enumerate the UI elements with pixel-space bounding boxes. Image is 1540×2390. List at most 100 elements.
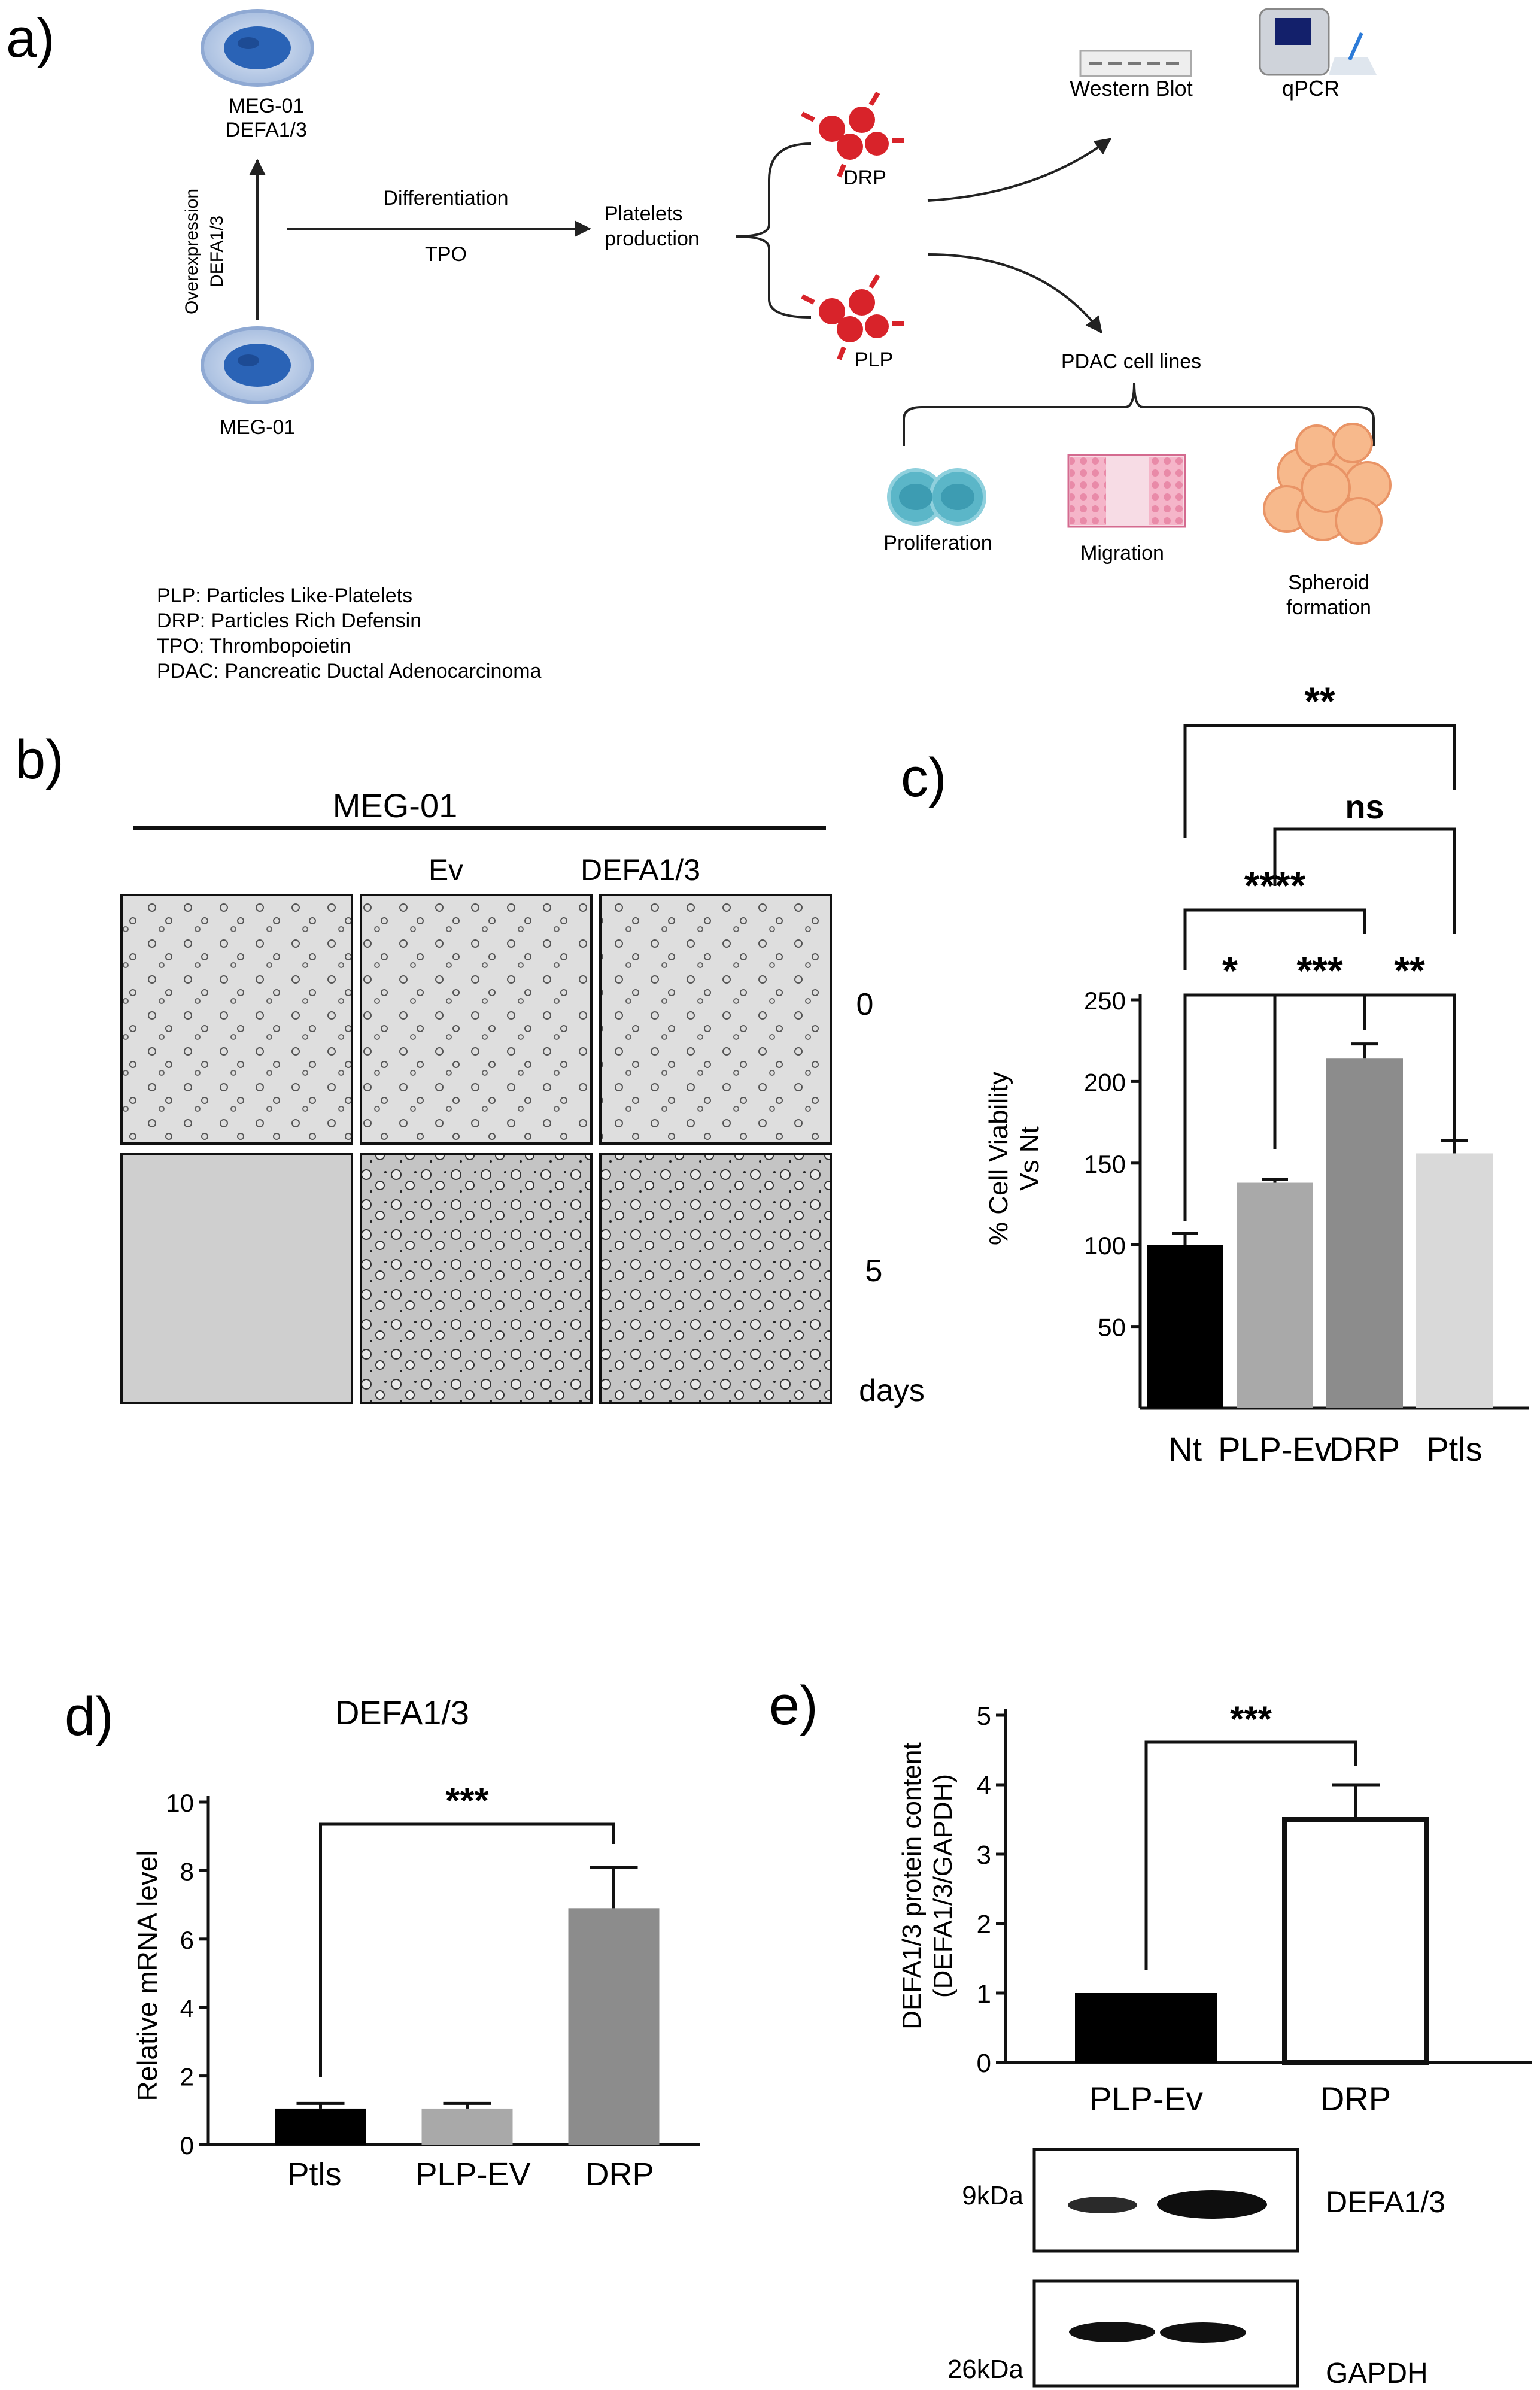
y-tick-label: 0 [180,2131,194,2160]
chart-mrna-level: 0 2 4 6 8 10 Ptls PLP-EV DRP *** DEFA1/3 Relative m… [132,1694,700,2192]
y-tick-label: 10 [166,1789,194,1817]
blot-gapdh-band-plp [1069,2322,1155,2342]
category-label: Ptls [287,2157,341,2192]
category-label: DRP [1329,1430,1400,1468]
micrograph-nt-day5 [120,1153,353,1404]
y-tick-label: 6 [180,1926,194,1954]
panel-e: e) 0 1 2 3 4 5 PLP-Ev DRP *** DEFA1/3 protein con… [769,1675,1532,2389]
bar-ptls [1416,1153,1493,1408]
category-label: PLP-EV [415,2157,530,2192]
significance-bracket [1183,724,1456,838]
legend-line-pdac: PDAC: Pancreatic Ductal Adenocarcinoma [157,660,542,683]
panel-a-letter: a) [6,8,55,69]
significance-label: ** [1394,948,1425,993]
qpcr-machine-icon [1259,8,1377,76]
spheroid-icon [1263,423,1392,545]
y-tick-label: 4 [977,1771,991,1800]
blot-row2-label: GAPDH [1326,2358,1428,2389]
micrograph-ev-day5 [360,1153,593,1404]
y-tick-label: 2 [180,2063,194,2091]
migration-icon [1067,454,1186,528]
arrow-to-western [927,138,1112,202]
panel-c-letter: c) [901,747,947,808]
bar-nt [1147,1245,1223,1408]
pdac-label: PDAC cell lines [1061,350,1201,373]
significance-bracket [1183,908,1366,970]
significance-bracket [1144,1740,1357,1970]
differentiation-label: Differentiation [383,187,508,210]
row-day5-label: 5 [865,1254,883,1288]
category-label: DRP [1320,2080,1391,2118]
significance-bracket [1273,827,1456,934]
platelets-label: Platelets [605,202,682,225]
bar-drp [568,1908,660,2145]
significance-bracket [319,1822,615,2077]
y-tick-label: 200 [1084,1068,1126,1096]
blot-defa-band-drp [1157,2190,1267,2219]
panel-b-letter: b) [15,729,64,790]
y-tick-label: 4 [180,1994,194,2022]
y-tick-label: 8 [180,1857,194,1885]
category-label: Nt [1168,1430,1202,1468]
drp-label: DRP [843,166,886,189]
micrograph-defa-day0 [599,894,832,1145]
y-axis-label: % Cell Viability [984,1072,1013,1245]
y-tick-label: 5 [977,1701,991,1731]
branch-brace [736,142,812,319]
meg01-top-label: MEG-01 [229,95,305,117]
days-label: days [859,1373,925,1408]
y-axis-label: Vs Nt [1015,1126,1044,1191]
bar-plp-ev [421,2108,513,2145]
significance-label: ns [1345,788,1384,826]
blot-row2-size: 26kDa [947,2355,1024,2384]
y-axis-label: DEFA1/3 protein content [897,1742,927,2029]
platelets-label-2: production [605,228,700,250]
proliferation-icon [887,468,986,526]
blot-defa-band-plp [1068,2197,1137,2213]
col-defa-label: DEFA1/3 [581,853,700,887]
category-label: Ptls [1426,1430,1482,1468]
y-tick-label: 250 [1084,987,1126,1015]
chart-protein-content: 0 1 2 3 4 5 PLP-Ev DRP *** DEFA1/3 protein conten… [897,1699,1532,2118]
drp-platelets-icon [801,91,904,178]
blot-row1-label: DEFA1/3 [1326,2185,1445,2219]
y-tick-label: 150 [1084,1150,1126,1178]
significance-label: **** [1244,863,1306,908]
legend-line-tpo: TPO: Thrombopoietin [157,635,351,657]
micrograph-ev-day0 [360,894,593,1145]
blot-row1-size: 9kDa [962,2181,1023,2210]
micrograph-nt-day0 [120,894,353,1145]
y-tick-label: 1 [977,1979,991,2009]
panel-b: b) MEG-01 Ev DEFA1/3 0 5 days [15,729,925,1408]
significance-bracket [1363,993,1456,1141]
y-axis-label: (DEFA1/3/GAPDH) [928,1774,958,1998]
y-tick-label: 100 [1084,1232,1126,1260]
y-tick-label: 2 [977,1910,991,1939]
y-tick-label: 3 [977,1840,991,1870]
panel-e-letter: e) [769,1675,818,1736]
arrow-to-pdac [927,253,1102,334]
chart-title: DEFA1/3 [335,1694,469,1731]
micrograph-defa-day5 [599,1153,832,1404]
migration-label: Migration [1080,542,1164,565]
meg01-defa-cell-icon [201,9,314,87]
category-label: DRP [585,2157,654,2192]
meg01-cell-icon [201,326,314,404]
y-tick-label: 0 [977,2049,991,2078]
western-blot-label: Western Blot [1070,76,1192,101]
blot-gapdh-band-drp [1160,2322,1246,2343]
bar-plp-ev [1075,1993,1217,2063]
significance-label: * [1222,948,1238,993]
spheroid-label: Spheroid [1288,571,1369,594]
col-ev-label: Ev [429,853,463,887]
bar-ptls [275,2108,366,2145]
panel-d-letter: d) [65,1686,114,1747]
bar-plp-ev [1237,1182,1313,1408]
overexpression-label: Overexpression [182,189,202,314]
y-axis-label: Relative mRNA level [132,1850,163,2101]
tpo-label: TPO [425,243,467,266]
panel-d: d) 0 2 4 6 8 10 Ptls PLP-EV DRP *** DEFA1/3 Relativ… [65,1686,700,2192]
spheroid-label-2: formation [1286,596,1371,619]
